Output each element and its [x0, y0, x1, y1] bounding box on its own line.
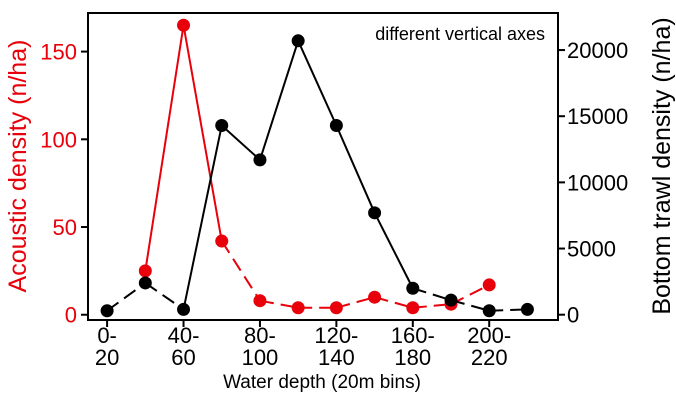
right-tick-label: 15000: [567, 104, 628, 129]
x-tick-label-top: 200-: [467, 323, 511, 348]
series-right-point-0: [100, 304, 114, 318]
series-right-point-11: [520, 302, 534, 316]
x-tick-label-bottom: 60: [171, 345, 195, 370]
series-left-point-4: [291, 301, 305, 315]
right-tick-label: 20000: [567, 38, 628, 63]
series-left-segment-0: [144, 25, 185, 272]
x-axis: 0-20 40-60 80-100 120-140 160-180 200-220: [95, 320, 511, 370]
series-right-segment-2: [182, 125, 223, 310]
series-points: [100, 18, 534, 318]
series-left-segment-6: [374, 296, 414, 309]
series-left-segment-5: [336, 296, 375, 309]
x-tick-label-top: 40-: [168, 323, 200, 348]
series-right-segment-7: [373, 212, 414, 289]
series-right-point-10: [482, 304, 496, 318]
right-y-axis: 0 5000 10000 15000 20000: [558, 38, 628, 328]
series-left-point-1: [177, 18, 191, 32]
series-left-point-9: [482, 278, 496, 292]
series-right-segment-9: [450, 299, 490, 312]
series-right-point-3: [215, 118, 229, 132]
series-right-point-6: [329, 118, 343, 132]
series-left-point-3: [253, 294, 267, 308]
series-left-segment-1: [182, 25, 223, 242]
series-right-segment-6: [335, 125, 376, 214]
left-tick-label: 50: [53, 215, 77, 240]
x-tick-label-top: 160-: [391, 323, 435, 348]
right-tick-label: 0: [567, 303, 579, 328]
x-tick-label-bottom: 20: [95, 345, 119, 370]
chart-annotation: different vertical axes: [375, 24, 545, 44]
plot-frame: [87, 12, 559, 321]
left-tick-label: 150: [40, 40, 77, 65]
series-right-point-4: [253, 153, 267, 167]
x-tick-label-top: 0-: [97, 323, 117, 348]
right-tick-label: 5000: [567, 237, 616, 262]
series-left-point-6: [368, 290, 382, 304]
series-left-point-7: [406, 301, 420, 315]
series-left-point-5: [329, 301, 343, 315]
series-right-point-9: [444, 293, 458, 307]
left-tick-label: 0: [65, 303, 77, 328]
x-tick-label-top: 120-: [314, 323, 358, 348]
series-right-segment-4: [258, 40, 300, 161]
series-left-point-0: [138, 264, 152, 278]
series-right-segment-8: [412, 287, 452, 302]
series-left-segment-2: [220, 240, 261, 302]
series-right-point-1: [138, 276, 152, 290]
x-tick-label-bottom: 140: [318, 345, 355, 370]
left-y-axis: 0 50 100 150: [40, 40, 88, 328]
series-right-segment-5: [297, 40, 338, 126]
series-lines: [106, 25, 528, 312]
series-right-segment-3: [221, 124, 261, 161]
x-tick-label-top: 80-: [244, 323, 276, 348]
x-tick-label-bottom: 220: [471, 345, 508, 370]
series-right-segment-0: [106, 282, 146, 312]
left-tick-label: 100: [40, 127, 77, 152]
left-y-axis-title: Acoustic density (n/ha): [4, 40, 32, 293]
series-right-segment-1: [144, 282, 185, 311]
series-right-point-2: [177, 302, 191, 316]
right-y-axis-title: Bottom trawl density (n/ha): [648, 17, 676, 314]
right-tick-label: 10000: [567, 170, 628, 195]
x-tick-label-bottom: 180: [394, 345, 431, 370]
series-left-point-2: [215, 234, 229, 248]
x-tick-label-bottom: 100: [242, 345, 279, 370]
series-right-point-5: [291, 34, 305, 48]
x-axis-title: Water depth (20m bins): [223, 372, 421, 393]
series-right-point-7: [368, 206, 382, 220]
series-right-point-8: [406, 281, 420, 295]
